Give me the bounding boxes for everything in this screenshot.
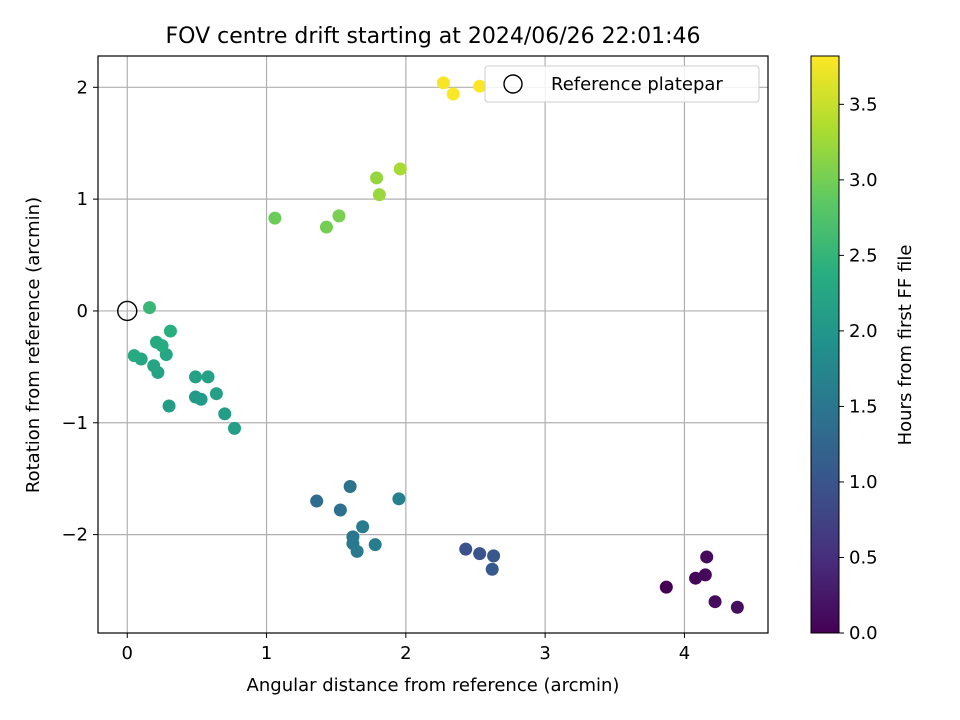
colorbar-tick-label: 1.0: [849, 472, 878, 493]
colorbar-tick-label: 3.5: [849, 94, 878, 115]
y-axis-ticks: 2 1 0 −1 −2: [61, 77, 98, 546]
scatter-point: [127, 349, 141, 363]
colorbar-tick-label: 2.5: [849, 245, 878, 266]
scatter-point: [209, 387, 223, 401]
scatter-point: [162, 399, 176, 413]
colorbar-tick-label: 0.5: [849, 547, 878, 568]
scatter-point: [143, 301, 157, 315]
scatter-point: [350, 544, 364, 558]
gridlines: [98, 56, 768, 633]
scatter-point: [163, 324, 177, 338]
legend: Reference platepar: [484, 65, 760, 103]
scatter-point: [485, 562, 499, 576]
x-tick-label: 3: [539, 643, 550, 664]
scatter-point: [708, 595, 722, 609]
scatter-point: [343, 480, 357, 494]
x-axis-label: Angular distance from reference (arcmin): [247, 675, 620, 696]
scatter-point: [698, 568, 712, 582]
y-tick-label: 2: [77, 77, 88, 98]
scatter-point: [473, 547, 487, 561]
scatter-point: [392, 492, 406, 506]
x-axis-ticks: 0 1 2 3 4: [122, 633, 690, 664]
scatter-point: [356, 520, 370, 534]
reference-marker: [117, 300, 138, 322]
x-tick-label: 4: [679, 643, 690, 664]
scatter-point: [487, 549, 501, 563]
scatter-point: [332, 209, 346, 223]
scatter-point: [446, 87, 460, 101]
scatter-point: [368, 538, 382, 552]
scatter-point: [730, 600, 744, 614]
plot-frame: [97, 55, 769, 634]
y-tick-label: −2: [61, 525, 88, 546]
x-tick-label: 1: [261, 643, 272, 664]
colorbar-tick-label: 3.0: [849, 170, 878, 191]
scatter-point: [700, 550, 714, 564]
scatter-point: [393, 162, 407, 176]
colorbar-gradient: [810, 55, 840, 634]
colorbar-tick-label: 0.0: [849, 623, 878, 644]
scatter-point: [194, 392, 208, 406]
scatter-point: [473, 79, 487, 93]
legend-reference-marker: [503, 74, 523, 94]
scatter-point: [333, 503, 347, 517]
y-axis-label: Rotation from reference (arcmin): [23, 197, 44, 493]
scatter-point: [218, 407, 232, 421]
y-tick-label: 1: [77, 189, 88, 210]
scatter-point: [189, 370, 203, 384]
y-tick-label: 0: [77, 301, 88, 322]
scatter-point: [689, 571, 703, 585]
scatter-point: [372, 188, 386, 202]
scatter-point: [659, 580, 673, 594]
scatter-point: [201, 370, 215, 384]
reference-marker-group: [117, 300, 138, 322]
colorbar-ticks: 0.0 0.5 1.0 1.5 2.0 2.5 3.0 3.5: [839, 94, 878, 644]
scatter-point: [155, 339, 169, 353]
legend-label: Reference platepar: [551, 74, 723, 95]
colorbar-label: Hours from first FF file: [895, 245, 916, 446]
colorbar-tick-label: 1.5: [849, 396, 878, 417]
scatter-points: [127, 76, 744, 614]
scatter-point: [436, 76, 450, 90]
x-tick-label: 0: [122, 643, 133, 664]
scatter-point: [228, 421, 242, 435]
scatter-point: [268, 211, 282, 225]
scatter-point: [319, 220, 333, 234]
legend-box: [484, 65, 760, 103]
scatter-point: [459, 542, 473, 556]
chart-title: FOV centre drift starting at 2024/06/26 …: [166, 24, 701, 49]
colorbar-tick-label: 2.0: [849, 321, 878, 342]
scatter-point: [370, 171, 384, 185]
scatter-point: [147, 359, 161, 373]
scatter-point: [310, 494, 324, 508]
x-tick-label: 2: [400, 643, 411, 664]
colorbar: 0.0 0.5 1.0 1.5 2.0 2.5 3.0 3.5 Hours from firs…: [810, 55, 916, 644]
y-tick-label: −1: [61, 413, 88, 434]
